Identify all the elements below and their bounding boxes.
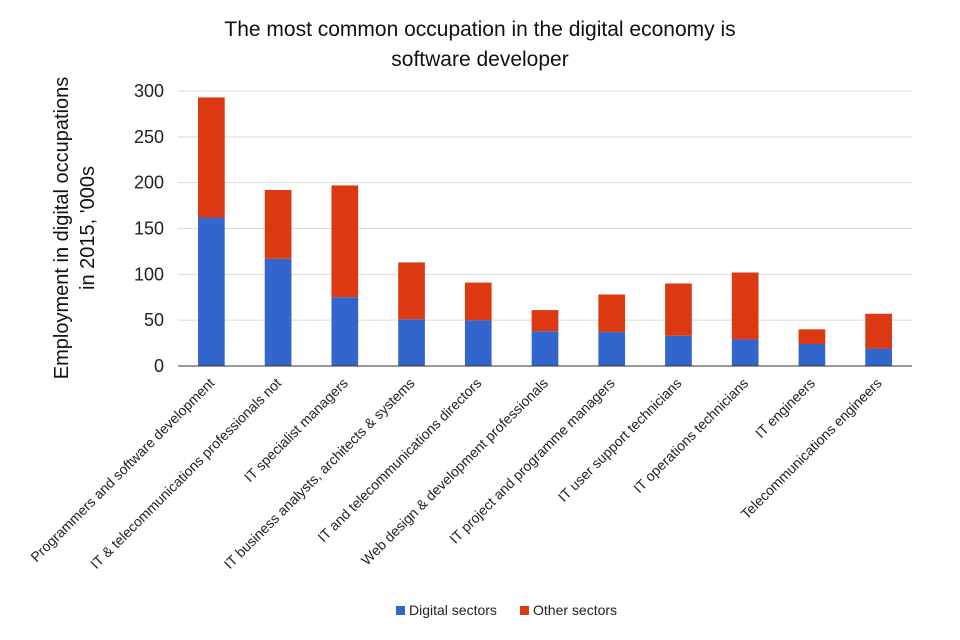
bar-other-5 bbox=[531, 310, 559, 332]
x-tick-label: IT operations technicians bbox=[630, 375, 751, 496]
bar-other-2 bbox=[331, 185, 359, 298]
bar-digital-5 bbox=[531, 331, 559, 366]
legend-swatch-other bbox=[520, 606, 529, 615]
y-tick-label: 250 bbox=[134, 127, 164, 147]
x-tick-label: Telecommunications engineers bbox=[738, 375, 885, 522]
bar-digital-9 bbox=[798, 344, 826, 366]
y-tick-label: 150 bbox=[134, 219, 164, 239]
legend: Digital sectors Other sectors bbox=[396, 602, 617, 618]
bar-digital-3 bbox=[398, 319, 425, 366]
bars bbox=[198, 97, 892, 366]
bar-other-8 bbox=[731, 272, 759, 340]
bar-digital-7 bbox=[665, 335, 692, 366]
y-axis-label-line-1: Employment in digital occupations bbox=[51, 77, 73, 379]
y-tick-label: 50 bbox=[144, 310, 164, 330]
y-tick-label: 200 bbox=[134, 173, 164, 193]
y-axis-label-line-2: in 2015, '000s bbox=[77, 166, 99, 290]
chart-title-line-2: software developer bbox=[391, 48, 568, 71]
y-axis-ticks: 0 50 100 150 200 250 300 bbox=[134, 81, 164, 376]
bar-digital-6 bbox=[598, 332, 626, 366]
y-tick-label: 0 bbox=[154, 356, 164, 376]
x-tick-label: IT engineers bbox=[752, 375, 818, 441]
chart-title-line-1: The most common occupation in the digita… bbox=[224, 18, 735, 41]
bar-other-3 bbox=[398, 262, 425, 320]
x-tick-label: IT user support technicians bbox=[555, 375, 685, 505]
bar-other-0 bbox=[198, 97, 225, 218]
bar-other-6 bbox=[598, 294, 626, 333]
bar-other-10 bbox=[865, 313, 892, 349]
y-tick-label: 300 bbox=[134, 81, 164, 101]
bar-other-9 bbox=[798, 329, 826, 344]
y-tick-label: 100 bbox=[134, 264, 164, 284]
bar-digital-8 bbox=[731, 339, 759, 366]
bar-other-1 bbox=[264, 190, 292, 259]
bar-digital-1 bbox=[264, 258, 292, 366]
gridlines bbox=[178, 90, 912, 321]
bar-other-4 bbox=[464, 282, 492, 321]
bar-digital-0 bbox=[198, 217, 225, 366]
legend-swatch-digital bbox=[396, 606, 405, 615]
bar-other-7 bbox=[665, 283, 692, 336]
bar-digital-2 bbox=[331, 297, 359, 366]
legend-label-digital: Digital sectors bbox=[409, 602, 497, 618]
bar-digital-4 bbox=[464, 320, 492, 366]
bar-digital-10 bbox=[865, 348, 892, 366]
legend-label-other: Other sectors bbox=[533, 602, 617, 618]
